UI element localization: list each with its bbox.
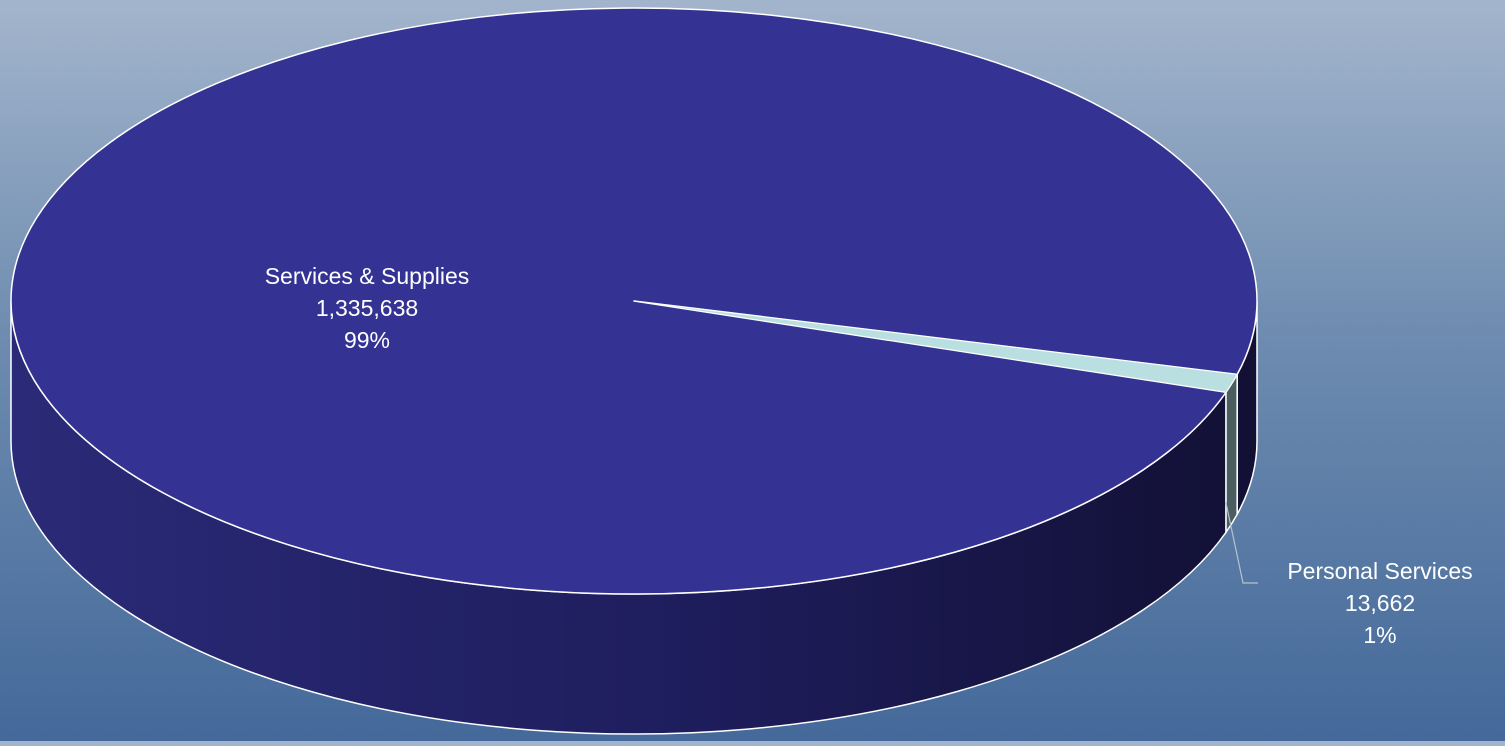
- slice-label-name-services-supplies: Services & Supplies: [265, 263, 470, 289]
- slice-label-value-services-supplies: 1,335,638: [316, 295, 418, 321]
- slice-label-name-personal-services: Personal Services: [1287, 558, 1472, 584]
- pie-slice-personal-services: [633, 300, 1238, 393]
- slice-label-percent-services-supplies: 99%: [344, 327, 390, 353]
- slice-label-percent-personal-services: 1%: [1363, 622, 1396, 648]
- slice-label-value-personal-services: 13,662: [1345, 590, 1415, 616]
- pie-leaders: [1225, 502, 1258, 584]
- leader-line-personal-services: [1225, 502, 1258, 584]
- pie-tops: [10, 7, 1258, 595]
